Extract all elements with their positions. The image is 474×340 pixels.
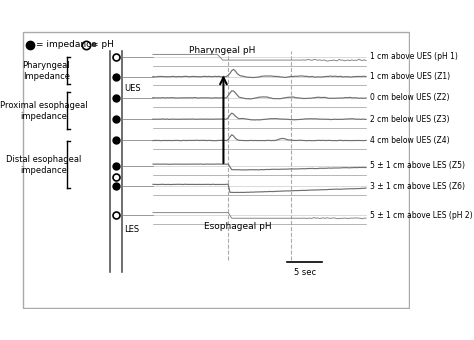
Text: = impedance: = impedance bbox=[36, 40, 97, 49]
Text: Pharyngeal pH: Pharyngeal pH bbox=[190, 46, 256, 55]
Text: = pH: = pH bbox=[91, 40, 114, 49]
Text: Distal esophageal
impedance: Distal esophageal impedance bbox=[6, 155, 82, 175]
Text: LES: LES bbox=[124, 224, 139, 234]
Text: UES: UES bbox=[124, 84, 141, 92]
Text: Esophageal pH: Esophageal pH bbox=[204, 222, 272, 231]
FancyBboxPatch shape bbox=[24, 32, 409, 308]
Text: 3 ± 1 cm above LES (Z6): 3 ± 1 cm above LES (Z6) bbox=[370, 182, 465, 191]
Text: 0 cm below UES (Z2): 0 cm below UES (Z2) bbox=[370, 94, 450, 102]
Text: 1 cm above UES (pH 1): 1 cm above UES (pH 1) bbox=[370, 52, 458, 62]
Text: 5 ± 1 cm above LES (Z5): 5 ± 1 cm above LES (Z5) bbox=[370, 162, 465, 170]
Text: 5 sec: 5 sec bbox=[293, 268, 316, 276]
Text: 2 cm below UES (Z3): 2 cm below UES (Z3) bbox=[370, 115, 450, 124]
Text: Proximal esophageal
impedance: Proximal esophageal impedance bbox=[0, 101, 88, 121]
Text: Pharyngeal
Impedance: Pharyngeal Impedance bbox=[23, 61, 70, 81]
Text: 1 cm above UES (Z1): 1 cm above UES (Z1) bbox=[370, 72, 450, 81]
Text: 5 ± 1 cm above LES (pH 2): 5 ± 1 cm above LES (pH 2) bbox=[370, 210, 473, 220]
Text: 4 cm below UES (Z4): 4 cm below UES (Z4) bbox=[370, 136, 450, 145]
